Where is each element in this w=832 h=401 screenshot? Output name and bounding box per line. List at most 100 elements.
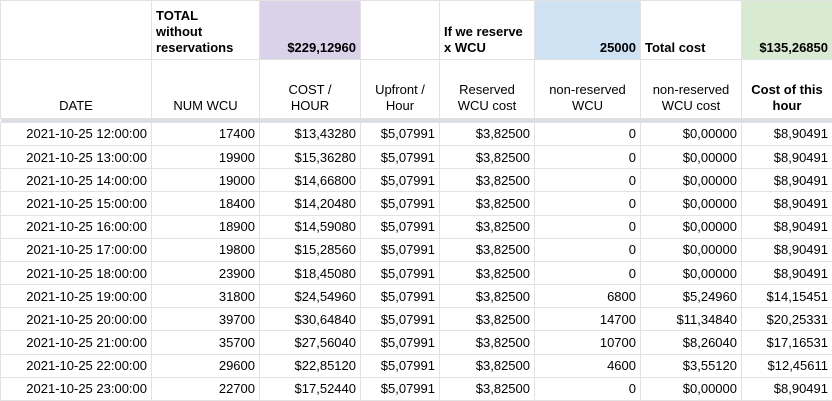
cell-non-reserved-wcu[interactable]: 0	[534, 237, 641, 262]
total-without-reservations-value[interactable]: $229,12960	[259, 0, 361, 61]
cell-upfront-hour[interactable]: $5,07991	[360, 168, 440, 193]
cell-reserved-wcu-cost[interactable]: $3,82500	[439, 260, 535, 286]
cell-reserved-wcu-cost[interactable]: $3,82500	[439, 353, 535, 378]
column-header-non-reserved-wcu[interactable]: non-reserved WCU	[534, 59, 641, 119]
cell-cost-of-this-hour[interactable]: $20,25331	[741, 307, 832, 332]
cell-non-reserved-wcu-cost[interactable]: $0,00000	[640, 214, 742, 239]
cell-non-reserved-wcu[interactable]: 0	[534, 191, 641, 216]
cell-cost-of-this-hour[interactable]: $8,90491	[741, 214, 832, 239]
cell-cost-of-this-hour[interactable]: $8,90491	[741, 191, 832, 216]
column-header-cost-hour[interactable]: COST / HOUR	[259, 59, 361, 119]
cell-num-wcu[interactable]: 31800	[151, 284, 260, 309]
cell-num-wcu[interactable]: 19000	[151, 168, 260, 193]
column-header-num-wcu[interactable]: NUM WCU	[151, 59, 260, 119]
column-header-reserved-wcu-cost[interactable]: Reserved WCU cost	[439, 59, 535, 119]
cell-date[interactable]: 2021-10-25 13:00:00	[0, 145, 152, 170]
cell-non-reserved-wcu[interactable]: 0	[534, 168, 641, 193]
cell-cost-hour[interactable]: $15,36280	[259, 145, 361, 170]
cell-non-reserved-wcu-cost[interactable]: $0,00000	[640, 376, 742, 401]
total-cost-label[interactable]: Total cost	[640, 0, 742, 61]
cell-cost-of-this-hour[interactable]: $8,90491	[741, 121, 832, 147]
cell-date[interactable]: 2021-10-25 17:00:00	[0, 237, 152, 262]
cell-cost-of-this-hour[interactable]: $8,90491	[741, 237, 832, 262]
cell-non-reserved-wcu-cost[interactable]: $0,00000	[640, 260, 742, 286]
cell-cost-of-this-hour[interactable]: $12,45611	[741, 353, 832, 378]
cell-upfront-hour[interactable]: $5,07991	[360, 353, 440, 378]
column-header-non-reserved-wcu-cost[interactable]: non-reserved WCU cost	[640, 59, 742, 119]
cell-cost-of-this-hour[interactable]: $8,90491	[741, 145, 832, 170]
empty-cell[interactable]	[0, 0, 152, 61]
cell-non-reserved-wcu-cost[interactable]: $0,00000	[640, 168, 742, 193]
cell-num-wcu[interactable]: 18900	[151, 214, 260, 239]
cell-num-wcu[interactable]: 18400	[151, 191, 260, 216]
cell-non-reserved-wcu[interactable]: 10700	[534, 330, 641, 355]
cell-date[interactable]: 2021-10-25 19:00:00	[0, 284, 152, 309]
cell-non-reserved-wcu-cost[interactable]: $5,24960	[640, 284, 742, 309]
cell-num-wcu[interactable]: 35700	[151, 330, 260, 355]
cell-upfront-hour[interactable]: $5,07991	[360, 237, 440, 262]
cell-reserved-wcu-cost[interactable]: $3,82500	[439, 284, 535, 309]
cell-date[interactable]: 2021-10-25 20:00:00	[0, 307, 152, 332]
cell-cost-hour[interactable]: $13,43280	[259, 121, 361, 147]
cell-non-reserved-wcu-cost[interactable]: $0,00000	[640, 145, 742, 170]
cell-date[interactable]: 2021-10-25 14:00:00	[0, 168, 152, 193]
cell-non-reserved-wcu[interactable]: 14700	[534, 307, 641, 332]
cell-upfront-hour[interactable]: $5,07991	[360, 121, 440, 147]
cell-num-wcu[interactable]: 19900	[151, 145, 260, 170]
cell-non-reserved-wcu-cost[interactable]: $3,55120	[640, 353, 742, 378]
cell-upfront-hour[interactable]: $5,07991	[360, 145, 440, 170]
cell-reserved-wcu-cost[interactable]: $3,82500	[439, 121, 535, 147]
if-we-reserve-label[interactable]: If we reserve x WCU	[439, 0, 535, 61]
cell-date[interactable]: 2021-10-25 18:00:00	[0, 260, 152, 286]
cell-num-wcu[interactable]: 19800	[151, 237, 260, 262]
cell-num-wcu[interactable]: 23900	[151, 260, 260, 286]
cell-non-reserved-wcu-cost[interactable]: $0,00000	[640, 121, 742, 147]
cell-reserved-wcu-cost[interactable]: $3,82500	[439, 214, 535, 239]
cell-cost-hour[interactable]: $14,66800	[259, 168, 361, 193]
total-without-reservations-label[interactable]: TOTAL without reservations	[151, 0, 260, 61]
cell-num-wcu[interactable]: 22700	[151, 376, 260, 401]
cell-cost-of-this-hour[interactable]: $8,90491	[741, 260, 832, 286]
cell-non-reserved-wcu[interactable]: 6800	[534, 284, 641, 309]
cell-date[interactable]: 2021-10-25 12:00:00	[0, 121, 152, 147]
cell-non-reserved-wcu[interactable]: 0	[534, 145, 641, 170]
cell-upfront-hour[interactable]: $5,07991	[360, 260, 440, 286]
cell-upfront-hour[interactable]: $5,07991	[360, 330, 440, 355]
cell-date[interactable]: 2021-10-25 16:00:00	[0, 214, 152, 239]
cell-upfront-hour[interactable]: $5,07991	[360, 284, 440, 309]
cell-non-reserved-wcu[interactable]: 0	[534, 376, 641, 401]
cell-cost-hour[interactable]: $18,45080	[259, 260, 361, 286]
cell-non-reserved-wcu-cost[interactable]: $0,00000	[640, 237, 742, 262]
cell-date[interactable]: 2021-10-25 22:00:00	[0, 353, 152, 378]
cell-reserved-wcu-cost[interactable]: $3,82500	[439, 237, 535, 262]
cell-cost-hour[interactable]: $15,28560	[259, 237, 361, 262]
cell-cost-hour[interactable]: $17,52440	[259, 376, 361, 401]
cell-upfront-hour[interactable]: $5,07991	[360, 307, 440, 332]
cell-non-reserved-wcu[interactable]: 4600	[534, 353, 641, 378]
total-cost-value[interactable]: $135,26850	[741, 0, 832, 61]
cell-num-wcu[interactable]: 29600	[151, 353, 260, 378]
cell-cost-hour[interactable]: $14,59080	[259, 214, 361, 239]
cell-reserved-wcu-cost[interactable]: $3,82500	[439, 145, 535, 170]
cell-date[interactable]: 2021-10-25 21:00:00	[0, 330, 152, 355]
cell-reserved-wcu-cost[interactable]: $3,82500	[439, 307, 535, 332]
cell-cost-hour[interactable]: $24,54960	[259, 284, 361, 309]
cell-upfront-hour[interactable]: $5,07991	[360, 191, 440, 216]
cell-non-reserved-wcu[interactable]: 0	[534, 214, 641, 239]
cell-cost-of-this-hour[interactable]: $17,16531	[741, 330, 832, 355]
column-header-cost-of-this-hour[interactable]: Cost of this hour	[741, 59, 832, 119]
cell-cost-of-this-hour[interactable]: $14,15451	[741, 284, 832, 309]
if-we-reserve-value[interactable]: 25000	[534, 0, 641, 61]
cell-date[interactable]: 2021-10-25 15:00:00	[0, 191, 152, 216]
empty-cell[interactable]	[360, 0, 440, 61]
column-header-date[interactable]: DATE	[0, 59, 152, 119]
cell-reserved-wcu-cost[interactable]: $3,82500	[439, 191, 535, 216]
cell-upfront-hour[interactable]: $5,07991	[360, 214, 440, 239]
cell-num-wcu[interactable]: 17400	[151, 121, 260, 147]
cell-reserved-wcu-cost[interactable]: $3,82500	[439, 376, 535, 401]
cell-cost-hour[interactable]: $27,56040	[259, 330, 361, 355]
cell-upfront-hour[interactable]: $5,07991	[360, 376, 440, 401]
cell-non-reserved-wcu-cost[interactable]: $0,00000	[640, 191, 742, 216]
cell-cost-hour[interactable]: $30,64840	[259, 307, 361, 332]
cell-reserved-wcu-cost[interactable]: $3,82500	[439, 168, 535, 193]
